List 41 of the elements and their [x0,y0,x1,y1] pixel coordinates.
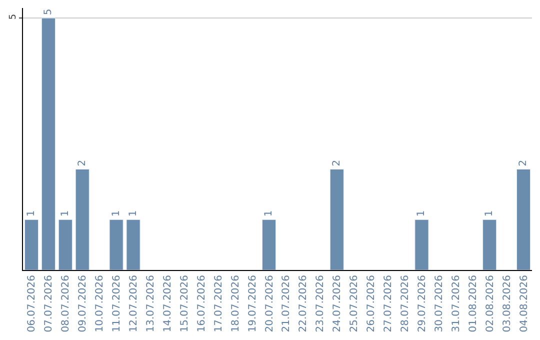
data-label: 1 [484,210,496,217]
data-label: 1 [264,210,275,217]
x-tick-label: 18.07.2026 [230,275,242,332]
x-tick-label: 06.07.2026 [26,275,38,332]
x-tick-label: 27.07.2026 [383,275,394,332]
x-tick-label: 16.07.2026 [196,275,208,332]
x-tick-label: 07.07.2026 [44,275,55,332]
x-tick-label: 26.07.2026 [366,275,378,332]
x-tick-label: 17.07.2026 [213,275,224,332]
x-tick-label: 21.07.2026 [281,275,292,332]
x-tick-label: 20.07.2026 [264,275,276,332]
x-tick-label: 02.08.2026 [484,275,496,332]
x-tick-label: 14.07.2026 [162,275,174,332]
x-tick-label: 01.08.2026 [468,275,479,332]
x-tick-label: 28.07.2026 [400,275,411,332]
x-tick-label: 04.08.2026 [518,275,530,332]
data-label: 2 [518,160,530,166]
x-tick-label: 11.07.2026 [112,275,123,332]
x-tick-label: 08.07.2026 [60,275,72,332]
x-tick-label: 30.07.2026 [434,275,445,332]
x-tick-label: 25.07.2026 [349,275,360,332]
data-label: 1 [128,210,139,217]
x-tick-label: 03.08.2026 [502,275,513,332]
data-label: 5 [42,8,54,16]
x-tick-label: 23.07.2026 [315,275,326,332]
data-label: 1 [26,210,37,217]
data-label: 2 [331,160,342,166]
x-tick-label: 24.07.2026 [332,275,344,332]
x-tick-label: 29.07.2026 [416,275,428,332]
x-tick-label: 09.07.2026 [78,275,89,332]
x-tick-label: 19.07.2026 [247,275,258,332]
x-tick-label: 10.07.2026 [94,275,106,332]
data-label: 1 [416,210,428,217]
data-label: 1 [110,210,122,217]
data-label: 2 [76,160,88,166]
data-label: 1 [60,210,71,217]
x-tick-label: 13.07.2026 [146,275,156,332]
x-tick-label: 12.07.2026 [128,275,140,332]
x-tick-label: 22.07.2026 [298,275,310,332]
x-tick-label: 31.07.2026 [450,275,462,332]
x-tick-label: 15.07.2026 [179,275,190,332]
